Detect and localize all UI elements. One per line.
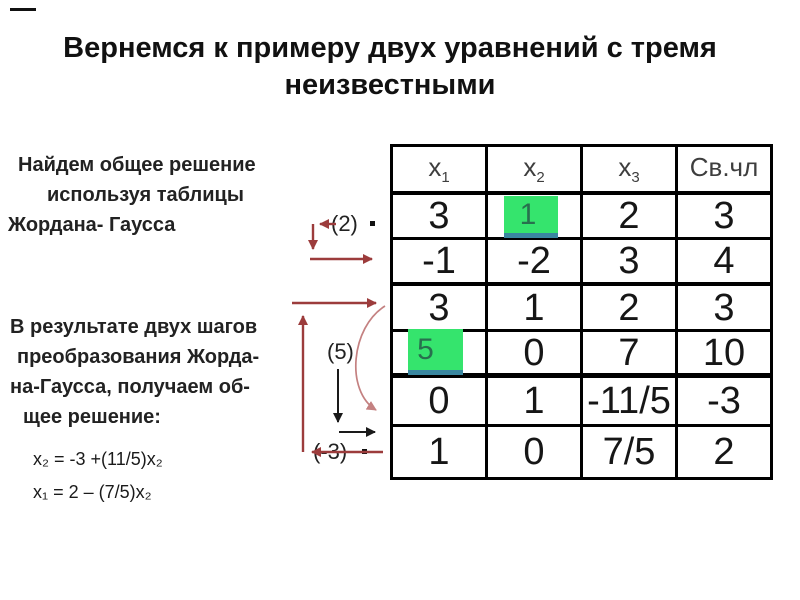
multiplier-label-2: (2) [331, 211, 358, 236]
table-cell: 1 [390, 424, 488, 480]
table-cell: 1 [485, 374, 583, 427]
table-row: -1 -2 3 4 [390, 237, 773, 286]
column-header-x3: х3 [580, 144, 678, 195]
title-line-2: неизвестными [284, 69, 496, 101]
result-text: В результате двух шагов преобразования Ж… [8, 312, 259, 432]
table-cell: 3 [675, 282, 773, 332]
result-line: на-Гаусса, получаем об- [10, 376, 250, 398]
table-cell: 2 [580, 191, 678, 240]
multiplier-dot [362, 449, 367, 454]
table-cell: 5 [390, 329, 488, 378]
table-cell: 0 [390, 374, 488, 427]
title-line-1: Вернемся к примеру двух уравнений с трем… [63, 32, 717, 64]
table-cell: 1 [485, 282, 583, 332]
page-title: Вернемся к примеру двух уравнений с трем… [0, 30, 780, 104]
table-cell: -11/5 [580, 374, 678, 427]
multiplier-dot [370, 221, 375, 226]
intro-line: Жордана- Гаусса [8, 214, 176, 236]
table-cell: 3 [390, 191, 488, 240]
table-cell: 2 [675, 424, 773, 480]
table-cell: 7 [580, 329, 678, 378]
table-cell: 3 [675, 191, 773, 240]
multiplier-label-minus3: (-3) [313, 439, 348, 464]
table-row: 3 1 2 3 [390, 191, 773, 240]
result-line: щее решение: [23, 406, 161, 428]
column-header-free-term: Св.чл [675, 144, 773, 195]
table-cell: 4 [675, 237, 773, 286]
table-cell: 3 [580, 237, 678, 286]
equation-x2: х₂ = -3 +(11/5)х₂ [33, 449, 163, 469]
table-cell: 7/5 [580, 424, 678, 480]
pivot-highlight: 5 [408, 329, 463, 375]
table-row: 1 0 7/5 2 [390, 424, 773, 480]
table-row: 5 0 7 10 [390, 329, 773, 378]
table-cell: 0 [485, 329, 583, 378]
table-cell: 10 [675, 329, 773, 378]
general-solution-equations: х₂ = -3 +(11/5)х₂ х₁ = 2 – (7/5)х₂ [8, 443, 163, 509]
result-line: преобразования Жорда- [17, 346, 260, 368]
equation-x1: х₁ = 2 – (7/5)х₂ [33, 482, 152, 502]
arrow-curved-arc [355, 305, 386, 411]
table-cell: 0 [485, 424, 583, 480]
jordan-gauss-table: х1 х2 х3 Св.чл 3 1 2 3 -1 -2 3 4 3 [390, 144, 773, 480]
pivot-highlight: 1 [504, 196, 558, 238]
table-cell: -1 [390, 237, 488, 286]
result-line: В результате двух шагов [10, 316, 258, 338]
intro-line: Найдем общее решение [18, 154, 256, 176]
table-row: 3 1 2 3 [390, 282, 773, 332]
table-cell: 1 [485, 191, 583, 240]
intro-text: Найдем общее решение используя таблицы Ж… [8, 150, 256, 240]
frame-tick [10, 8, 36, 11]
table-cell: 2 [580, 282, 678, 332]
table-cell: 3 [390, 282, 488, 332]
header-row: х1 х2 х3 Св.чл [390, 144, 773, 195]
table-row: 0 1 -11/5 -3 [390, 374, 773, 427]
column-header-x1: х1 [390, 144, 488, 195]
table-cell: -3 [675, 374, 773, 427]
intro-line: используя таблицы [47, 184, 244, 206]
column-header-x2: х2 [485, 144, 583, 195]
table-cell: -2 [485, 237, 583, 286]
multiplier-label-5: (5) [327, 339, 354, 364]
